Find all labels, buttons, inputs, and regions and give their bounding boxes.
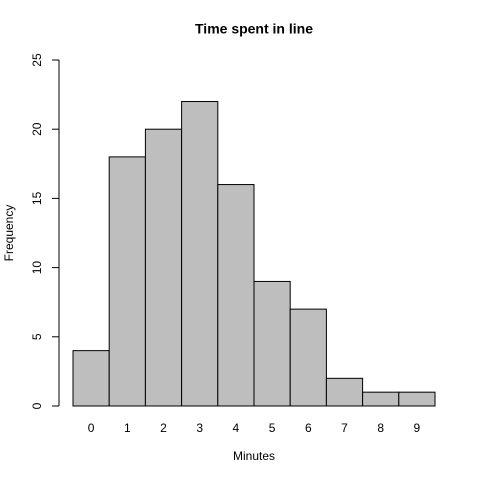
x-tick-label: 2 (160, 421, 167, 435)
x-tick-label: 4 (233, 421, 240, 435)
bar (181, 101, 219, 407)
bar (217, 184, 255, 407)
x-tick-label: 5 (269, 421, 276, 435)
bar (108, 156, 146, 407)
bar (72, 350, 110, 407)
bar (362, 391, 400, 407)
x-tick-label: 7 (341, 421, 348, 435)
y-tick-label: 5 (30, 333, 44, 340)
chart-title: Time spent in line (195, 21, 313, 37)
y-axis-label: Frequency (2, 205, 16, 262)
x-tick-label: 6 (305, 421, 312, 435)
bar (253, 280, 291, 407)
x-tick-label: 1 (124, 421, 131, 435)
x-tick-label: 0 (88, 421, 95, 435)
y-tick-label: 15 (30, 191, 44, 205)
bar (144, 128, 183, 407)
bar (289, 308, 327, 407)
y-tick-label: 20 (30, 122, 44, 136)
y-tick-label: 10 (30, 261, 44, 275)
x-tick-label: 3 (196, 421, 203, 435)
x-axis-label: Minutes (233, 449, 275, 463)
x-tick-label: 9 (414, 421, 421, 435)
y-tick-label: 0 (30, 402, 44, 409)
y-tick-label: 25 (30, 53, 44, 67)
x-tick-label: 8 (377, 421, 384, 435)
bar (325, 377, 364, 407)
bar (398, 391, 436, 407)
